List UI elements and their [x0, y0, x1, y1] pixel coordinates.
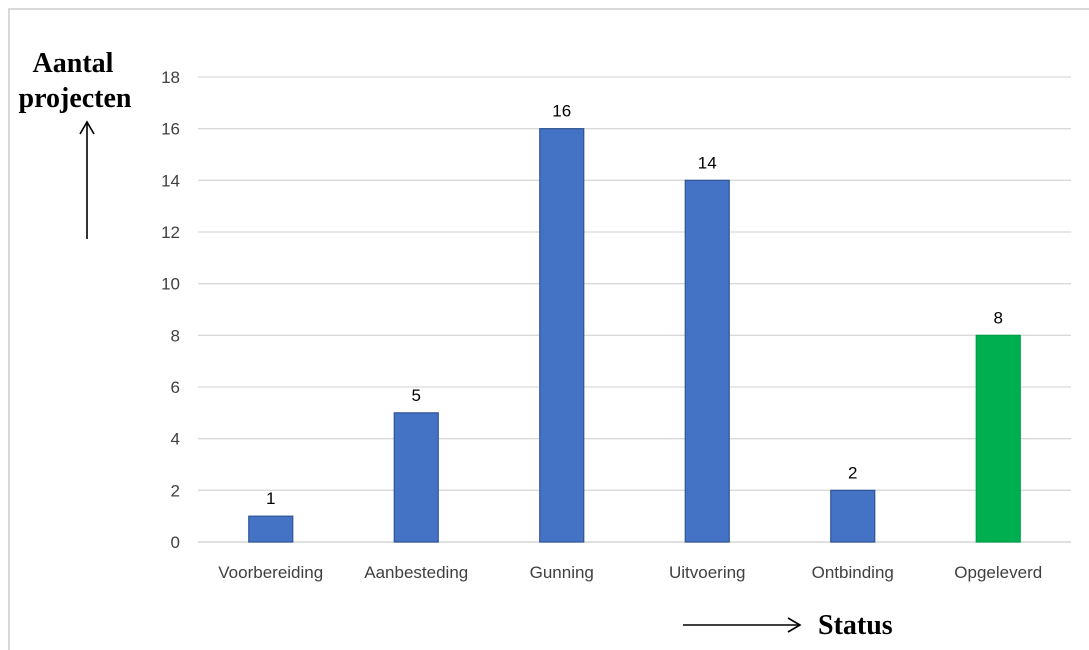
y-axis-arrow-icon	[79, 120, 95, 239]
x-tick-label: Uitvoering	[669, 563, 746, 582]
y-tick-label: 0	[171, 533, 180, 552]
bar-gunning	[539, 128, 585, 543]
x-tick-label: Voorbereiding	[218, 563, 323, 582]
y-tick-label: 16	[161, 120, 180, 139]
data-label: 1	[266, 489, 275, 508]
chart-frame	[8, 8, 1089, 650]
data-label: 5	[412, 386, 421, 405]
x-tick-label: Gunning	[530, 563, 594, 582]
y-tick-label: 14	[161, 171, 180, 190]
bar-ontbinding	[830, 489, 876, 543]
y-tick-label: 10	[161, 275, 180, 294]
x-axis-arrow-icon	[683, 617, 802, 633]
data-label: 14	[698, 153, 717, 172]
y-axis-title-line-1: Aantal	[33, 48, 114, 79]
bar-uitvoering	[684, 179, 730, 543]
x-tick-label: Opgeleverd	[954, 563, 1042, 582]
y-tick-label: 4	[171, 430, 180, 449]
data-label: 2	[848, 463, 857, 482]
gridlines	[198, 76, 1071, 543]
bar-aanbesteding	[393, 412, 439, 543]
y-tick-label: 12	[161, 223, 180, 242]
y-axis-title-line-2: projecten	[19, 83, 132, 114]
x-axis-title: Status	[818, 610, 893, 641]
x-tick-label: Aanbesteding	[364, 563, 468, 582]
x-tick-label: Ontbinding	[812, 563, 894, 582]
y-tick-label: 6	[171, 378, 180, 397]
data-labels: 1 5 16 14 2 8	[266, 102, 1003, 508]
y-tick-label: 8	[171, 326, 180, 345]
data-label: 8	[994, 308, 1003, 327]
y-tick-label: 2	[171, 481, 180, 500]
y-axis-ticks: 0 2 4 6 8 10 12 14 16 18	[161, 68, 180, 552]
bar-voorbereiding	[248, 515, 294, 543]
y-tick-label: 18	[161, 68, 180, 87]
data-label: 16	[552, 102, 571, 121]
bar-opgeleverd	[975, 334, 1021, 543]
bars	[248, 128, 1021, 543]
x-axis-ticks: Voorbereiding Aanbesteding Gunning Uitvoeri…	[218, 563, 1042, 582]
